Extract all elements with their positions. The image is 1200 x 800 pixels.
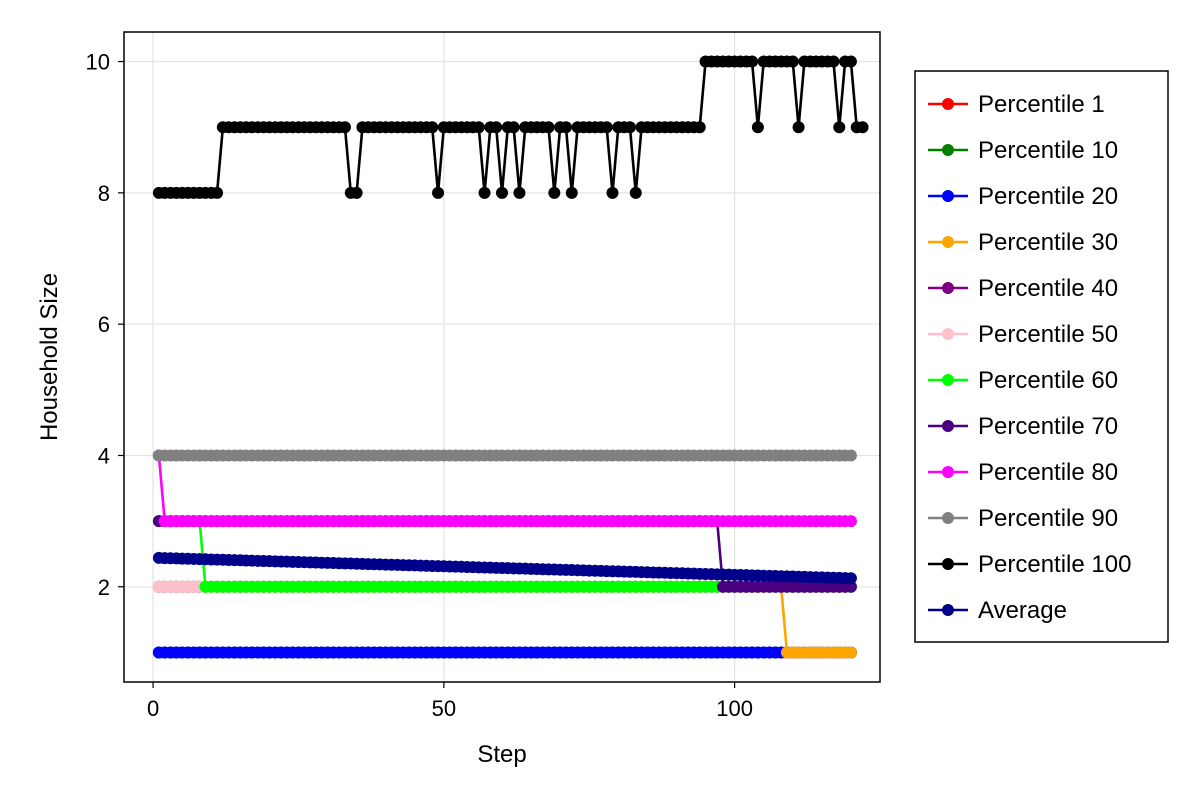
series-average: [152, 551, 857, 585]
legend-box: [914, 70, 1169, 643]
legend-label: Percentile 20: [978, 183, 1118, 210]
y-tick-label: 2: [98, 575, 110, 600]
data-point: [606, 186, 619, 199]
legend-item: Percentile 80: [928, 459, 1118, 486]
legend-item: Percentile 100: [928, 551, 1131, 578]
legend-swatch-marker: [942, 512, 954, 524]
data-point: [629, 186, 642, 199]
series-percentile-90: [152, 449, 857, 462]
x-tick-label: 0: [147, 696, 159, 721]
legend-swatch-marker: [942, 558, 954, 570]
data-point: [513, 186, 526, 199]
legend-item: Percentile 10: [928, 137, 1118, 164]
plot-series: [152, 55, 869, 659]
legend-label: Average: [978, 597, 1067, 624]
legend-label: Percentile 90: [978, 505, 1118, 532]
data-point: [844, 55, 857, 68]
legend-swatch-marker: [942, 466, 954, 478]
data-point: [792, 121, 805, 134]
legend-item: Percentile 70: [928, 413, 1118, 440]
plot-frame: [123, 31, 881, 683]
legend-item: Average: [928, 597, 1067, 624]
data-point: [751, 121, 764, 134]
data-point: [478, 186, 491, 199]
legend-swatch-marker: [942, 420, 954, 432]
legend-label: Percentile 50: [978, 321, 1118, 348]
data-point: [844, 646, 857, 659]
data-point: [426, 121, 439, 134]
data-point: [565, 186, 578, 199]
data-point: [844, 572, 857, 585]
legend-swatch-marker: [942, 144, 954, 156]
data-point: [350, 186, 363, 199]
legend-item: Percentile 90: [928, 505, 1118, 532]
axis-ticks: 0 50 100 2 4 6 8 10: [86, 50, 753, 721]
series-percentile-80: [152, 449, 857, 528]
legend-item: Percentile 20: [928, 183, 1118, 210]
data-point: [844, 580, 857, 593]
legend-label: Percentile 10: [978, 137, 1118, 164]
legend-swatch-marker: [942, 98, 954, 110]
x-tick-label: 50: [432, 696, 456, 721]
legend: Percentile 1 Percentile 10 Percentile 20 Pe…: [914, 70, 1169, 643]
legend-label: Percentile 100: [978, 551, 1131, 578]
data-point: [548, 186, 561, 199]
legend-label: Percentile 80: [978, 459, 1118, 486]
data-point: [338, 121, 351, 134]
legend-swatch-marker: [942, 374, 954, 386]
legend-item: Percentile 30: [928, 229, 1118, 256]
y-tick-label: 6: [98, 312, 110, 337]
data-point: [542, 121, 555, 134]
y-tick-label: 8: [98, 181, 110, 206]
data-point: [746, 55, 759, 68]
legend-label: Percentile 1: [978, 91, 1105, 118]
y-axis-title: Household Size: [36, 273, 63, 441]
data-point: [600, 121, 613, 134]
legend-swatch-marker: [942, 236, 954, 248]
data-point: [786, 55, 799, 68]
data-point: [559, 121, 572, 134]
data-point: [507, 121, 520, 134]
legend-item: Percentile 40: [928, 275, 1118, 302]
series-percentile-100: [152, 55, 869, 199]
legend-label: Percentile 30: [978, 229, 1118, 256]
y-tick-label: 10: [86, 50, 110, 75]
series-percentile-20: [152, 646, 857, 659]
data-point: [844, 449, 857, 462]
data-point: [490, 121, 503, 134]
legend-label: Percentile 70: [978, 413, 1118, 440]
data-point: [432, 186, 445, 199]
legend-swatch-marker: [942, 190, 954, 202]
data-point: [844, 515, 857, 528]
legend-item: Percentile 50: [928, 321, 1118, 348]
data-point: [472, 121, 485, 134]
legend-swatch-marker: [942, 282, 954, 294]
data-point: [833, 121, 846, 134]
x-tick-label: 100: [716, 696, 753, 721]
legend-swatch-marker: [942, 604, 954, 616]
legend-item: Percentile 1: [928, 91, 1105, 118]
data-point: [693, 121, 706, 134]
data-point: [827, 55, 840, 68]
data-point: [856, 121, 869, 134]
data-point: [211, 186, 224, 199]
legend-label: Percentile 60: [978, 367, 1118, 394]
x-axis-title: Step: [477, 741, 526, 768]
data-point: [623, 121, 636, 134]
legend-label: Percentile 40: [978, 275, 1118, 302]
y-tick-label: 4: [98, 443, 110, 468]
data-point: [496, 186, 508, 199]
legend-item: Percentile 60: [928, 367, 1118, 394]
legend-swatch-marker: [942, 328, 954, 340]
